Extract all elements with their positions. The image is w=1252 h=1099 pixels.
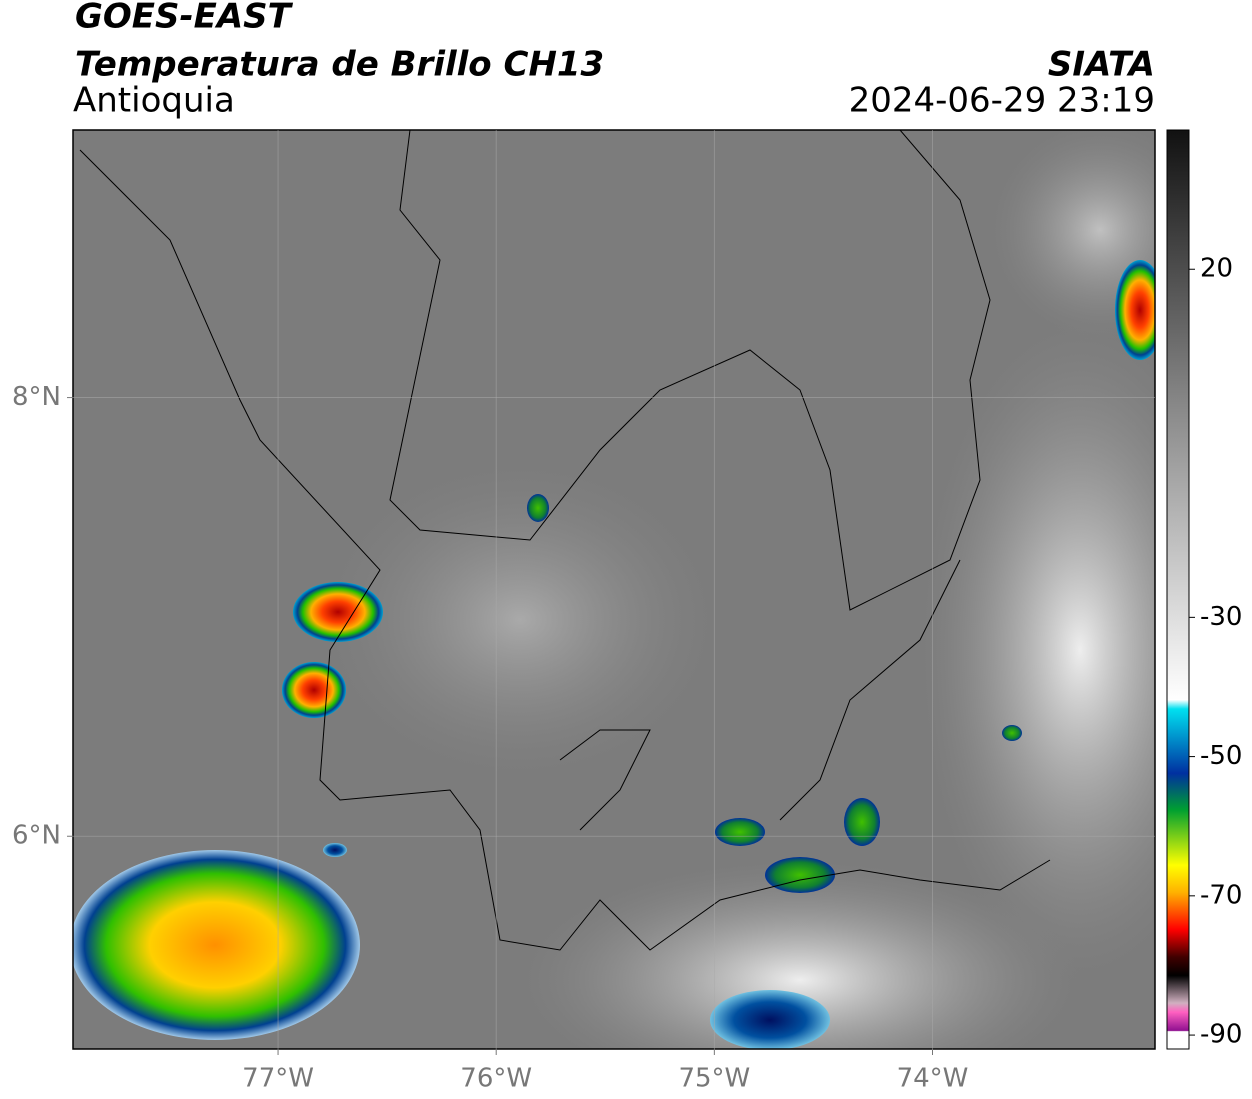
x-tick-label: 74°W	[897, 1064, 969, 1094]
datetime-label: 2024-06-29 23:19	[849, 81, 1155, 121]
colorbar-tick-label: -70	[1200, 880, 1242, 910]
x-tick-label: 77°W	[242, 1064, 314, 1094]
colorbar-tick-label: 20	[1200, 254, 1233, 284]
colorbar-tick-label: -30	[1200, 602, 1242, 632]
x-tick-label: 76°W	[460, 1064, 532, 1094]
satellite-title: GOES-EAST	[75, 0, 294, 37]
product-title: Temperatura de Brillo CH13	[75, 45, 604, 85]
source-label: SIATA	[1048, 45, 1155, 85]
y-tick-label: 8°N	[12, 382, 61, 412]
map-frame	[72, 129, 1156, 1050]
map-image	[73, 130, 1155, 1049]
colorbar-tick-label: -50	[1200, 741, 1242, 771]
x-tick-label: 75°W	[678, 1064, 750, 1094]
region-label: Antioquia	[73, 81, 235, 121]
colorbar-tick-label: -90	[1200, 1020, 1242, 1050]
y-tick-label: 6°N	[12, 821, 61, 851]
colorbar	[1166, 129, 1190, 1050]
